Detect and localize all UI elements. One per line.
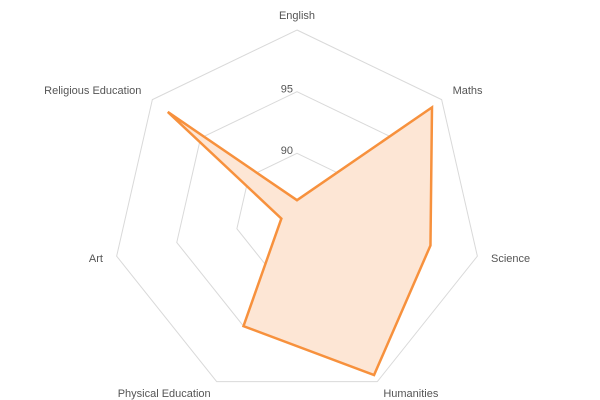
y-tick-label: 90: [281, 145, 293, 157]
axis-label: Religious Education: [44, 85, 141, 97]
axis-label: Physical Education: [118, 388, 211, 400]
axis-label: Art: [89, 253, 103, 265]
axis-label: Humanities: [383, 388, 439, 400]
axis-label: Maths: [453, 85, 483, 97]
y-tick-label: 95: [281, 84, 293, 96]
radar-area: [166, 104, 434, 377]
axis-label: Science: [491, 253, 530, 265]
axis-label: English: [279, 10, 315, 22]
grid-ring: [116, 29, 478, 383]
